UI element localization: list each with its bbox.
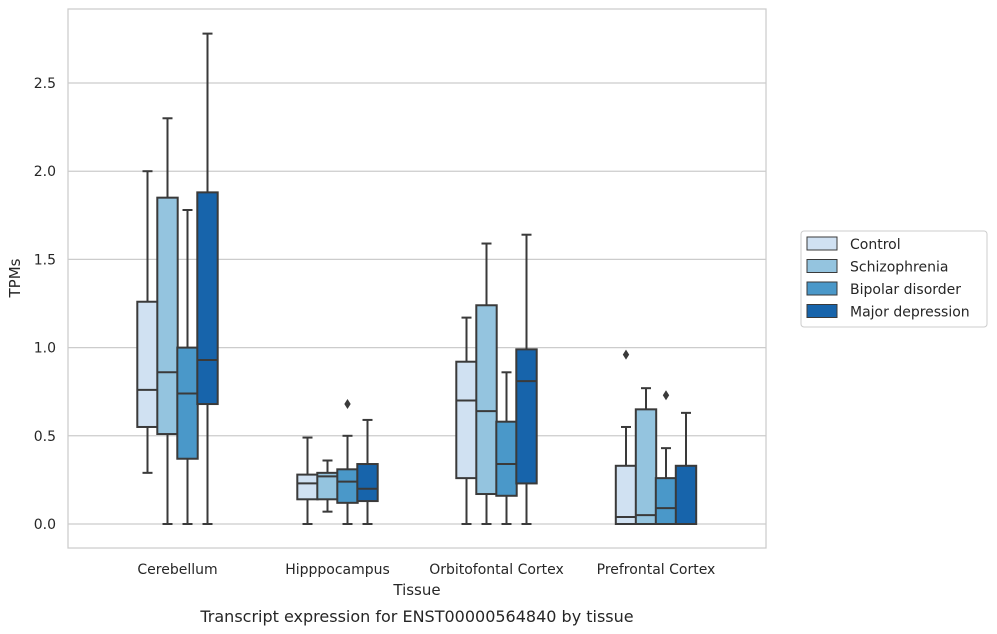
iqr-box bbox=[136, 300, 159, 428]
legend-swatch bbox=[806, 236, 838, 251]
iqr-box bbox=[654, 477, 678, 525]
legend-label: Schizophrenia bbox=[850, 260, 948, 276]
iqr-box bbox=[674, 464, 698, 525]
y-tick-label: 1.5 bbox=[34, 252, 56, 268]
box-3-0 bbox=[196, 32, 219, 525]
x-tick-labels: Cerebellum Hipppocampus Orbitofontal Corte… bbox=[137, 562, 715, 578]
legend-swatch bbox=[806, 259, 838, 273]
y-tick-label: 2.0 bbox=[34, 164, 56, 180]
iqr-box bbox=[495, 420, 518, 497]
box-2-0 bbox=[176, 209, 199, 525]
plot-frame bbox=[67, 8, 767, 549]
box-3-2 bbox=[515, 233, 538, 525]
iqr-box bbox=[515, 348, 538, 485]
outlier-point bbox=[344, 399, 351, 410]
iqr-box bbox=[296, 473, 319, 501]
x-axis-label: Tissue bbox=[392, 581, 440, 599]
box-3-1 bbox=[356, 418, 379, 525]
y-tick-labels: 0.0 0.5 1.0 1.5 2.0 2.5 bbox=[34, 76, 56, 533]
legend: Control Schizophrenia Bipolar disorder Majo… bbox=[800, 230, 988, 328]
y-tick-label: 0.5 bbox=[34, 429, 56, 445]
legend-label: Major depression bbox=[850, 305, 970, 321]
legend-swatch bbox=[806, 281, 838, 296]
box-0-0 bbox=[136, 170, 159, 474]
box-2-3 bbox=[654, 390, 678, 525]
iqr-box bbox=[634, 408, 658, 525]
outlier-point bbox=[622, 349, 630, 360]
iqr-box bbox=[156, 196, 179, 436]
legend-frame bbox=[800, 230, 988, 328]
box-series bbox=[136, 32, 698, 525]
iqr-box bbox=[356, 463, 379, 503]
x-tick-label: Hipppocampus bbox=[285, 562, 390, 578]
x-tick-label: Prefrontal Cortex bbox=[597, 562, 716, 578]
chart-caption: Transcript expression for ENST0000056484… bbox=[199, 607, 633, 626]
iqr-box bbox=[475, 304, 498, 496]
y-tick-label: 1.0 bbox=[34, 341, 56, 357]
box-1-2 bbox=[475, 242, 498, 525]
box-3-3 bbox=[674, 411, 698, 525]
legend-swatch bbox=[806, 304, 838, 318]
y-tick-label: 2.5 bbox=[34, 76, 56, 92]
y-axis-label: TPMs bbox=[6, 258, 24, 298]
outlier-point bbox=[662, 390, 670, 401]
iqr-box bbox=[336, 468, 359, 504]
box-1-1 bbox=[316, 459, 339, 513]
box-0-3 bbox=[614, 349, 638, 525]
legend-label: Bipolar disorder bbox=[850, 282, 961, 298]
iqr-box bbox=[176, 346, 199, 460]
x-tick-label: Cerebellum bbox=[137, 562, 217, 578]
legend-label: Control bbox=[850, 237, 901, 253]
box-2-1 bbox=[336, 399, 359, 525]
box-2-2 bbox=[495, 371, 518, 525]
iqr-box bbox=[455, 360, 478, 480]
iqr-box bbox=[614, 464, 638, 525]
box-1-0 bbox=[156, 117, 179, 525]
box-0-2 bbox=[455, 316, 478, 525]
y-tick-label: 0.0 bbox=[34, 517, 56, 533]
x-tick-label: Orbitofontal Cortex bbox=[429, 562, 564, 578]
iqr-box bbox=[196, 191, 219, 406]
box-1-3 bbox=[634, 387, 658, 525]
